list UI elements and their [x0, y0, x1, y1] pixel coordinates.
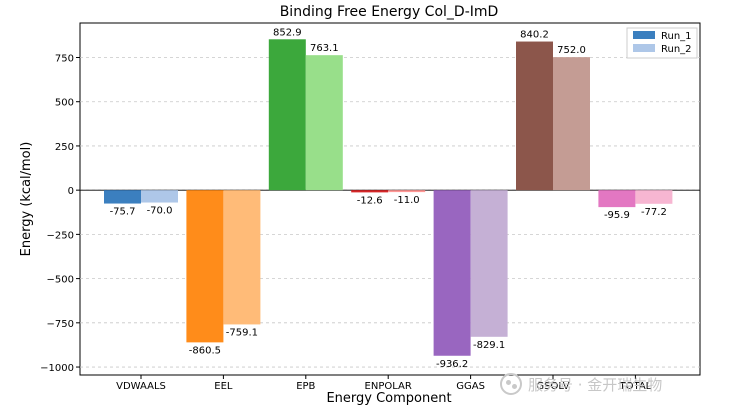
data-label: -70.0	[147, 206, 173, 217]
y-tick-label: 0	[68, 186, 74, 197]
data-label: 840.2	[520, 30, 549, 41]
bar-run-2-epb	[305, 55, 343, 191]
bar-run-1-gsolv	[516, 41, 553, 191]
data-label: -12.6	[357, 195, 383, 206]
x-tick-label: TOTAL	[619, 381, 652, 392]
bar-run-1-total	[598, 190, 636, 208]
x-axis-ticks: VDWAALS EEL EPB ENPOLAR GGAS GSOLV TOTAL	[116, 375, 652, 392]
data-label: 763.1	[310, 43, 339, 54]
x-tick-label: EEL	[214, 381, 233, 392]
bar-run-2-total	[635, 190, 673, 204]
plot-frame	[79, 22, 701, 376]
legend-swatch-run-2	[633, 44, 655, 52]
x-tick-label: ENPOLAR	[365, 381, 412, 392]
bar-run-1-epb	[268, 39, 306, 191]
y-axis-label: Energy (kcal/mol)	[19, 142, 34, 257]
x-tick-label: EPB	[296, 381, 315, 392]
chart-title: Binding Free Energy Col_D-ImD	[280, 4, 499, 20]
data-label: -75.7	[110, 207, 136, 218]
watermark: 服务号 · 金开瑞生物	[500, 372, 662, 396]
data-label: 752.0	[557, 45, 586, 56]
x-tick-label: GSOLV	[536, 381, 569, 392]
data-label: -95.9	[604, 210, 630, 221]
bar-run-2-eel	[223, 190, 261, 325]
bar-run-1-enpolar	[351, 190, 389, 193]
y-tick-label: −250	[47, 230, 74, 241]
y-axis-ticks: −1000 −750 −500 −250 0 250 500 750	[40, 53, 80, 374]
bar-run-2-vdwaals	[141, 190, 178, 203]
legend-swatch-run-1	[633, 31, 655, 39]
legend-label-run-1: Run_1	[661, 31, 692, 42]
data-label: -860.5	[189, 345, 221, 356]
y-tick-label: −750	[47, 319, 74, 330]
bar-run-2-ggas	[470, 190, 508, 337]
y-tick-label: 750	[55, 53, 74, 64]
bar-run-2-enpolar	[388, 190, 426, 193]
data-label: -829.1	[473, 340, 505, 351]
data-label: -11.0	[394, 195, 420, 206]
watermark-text: 服务号 · 金开瑞生物	[528, 375, 663, 394]
x-tick-label: GGAS	[456, 381, 485, 392]
bar-run-2-gsolv	[553, 57, 590, 191]
y-tick-label: 500	[55, 98, 74, 109]
data-label: -77.2	[641, 207, 667, 218]
data-label: -936.2	[436, 359, 468, 370]
bar-run-1-eel	[186, 190, 224, 343]
data-labels: -75.7 -860.5 852.9 -12.6 -936.2 840.2 -95.9 -70…	[110, 27, 667, 369]
bars	[104, 39, 673, 356]
y-tick-label: −500	[47, 275, 74, 286]
legend-label-run-2: Run_2	[661, 44, 692, 55]
y-tick-label: 250	[55, 142, 74, 153]
wechat-icon	[500, 373, 522, 395]
x-tick-label: VDWAALS	[116, 381, 166, 392]
y-tick-label: −1000	[40, 363, 74, 374]
bar-run-1-vdwaals	[104, 190, 141, 204]
legend: Run_1 Run_2	[626, 27, 698, 59]
x-axis-label: Energy Component	[326, 391, 451, 406]
bar-run-1-ggas	[433, 190, 471, 356]
data-label: -759.1	[226, 327, 258, 338]
data-label: 852.9	[273, 27, 302, 38]
